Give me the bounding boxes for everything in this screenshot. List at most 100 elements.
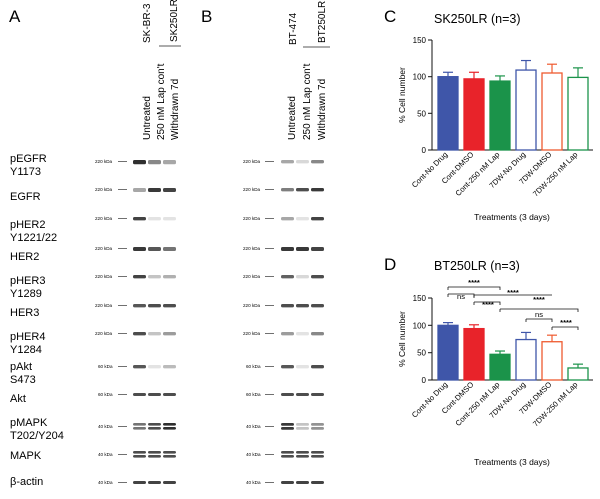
- bar: [567, 76, 589, 151]
- bracket: [473, 294, 552, 298]
- bar: [437, 76, 459, 151]
- protein-label: Akt: [10, 393, 26, 405]
- blot-band: [133, 304, 146, 308]
- blot-band: [133, 275, 146, 279]
- lane-label: Untreated: [142, 96, 153, 140]
- protein-label: MAPK: [10, 450, 42, 462]
- blot-band: [311, 393, 324, 396]
- blot-band: [133, 188, 146, 192]
- y-tick-label: 50: [417, 349, 426, 358]
- significance-label: ****: [507, 288, 519, 297]
- kda-label: 220 kDa: [243, 216, 261, 221]
- chart-sk250lr: SK250LR (n=3) 0 50 100 150 % Cell number…: [397, 12, 593, 222]
- protein-label: T202/Y204: [10, 430, 64, 442]
- blot-band: [133, 247, 146, 251]
- bracket: [551, 326, 579, 330]
- blot-band: [133, 365, 146, 369]
- blot-band: [133, 455, 146, 458]
- blot-band: [296, 451, 309, 454]
- blot-band: [148, 427, 161, 430]
- kda-label: 220 kDa: [243, 187, 261, 192]
- bar: [489, 353, 511, 381]
- blot-band: [311, 304, 324, 308]
- blot-band: [148, 247, 161, 251]
- blot-band: [296, 188, 309, 192]
- kda-markers-a: 220 kDa 220 kDa 220 kDa 220 kDa 220 kDa …: [95, 159, 127, 485]
- blot-band: [148, 481, 161, 484]
- y-tick-label: 0: [422, 146, 427, 155]
- significance-label: ****: [533, 295, 545, 304]
- kda-label: 40 kDa: [246, 480, 261, 485]
- blot-band: [163, 455, 176, 458]
- protein-label: EGFR: [10, 191, 41, 203]
- y-tick-label: 100: [413, 73, 427, 82]
- blot-band: [281, 247, 294, 251]
- blot-band: [163, 275, 176, 279]
- significance-label: ****: [560, 318, 572, 327]
- x-axis-label: Treatments (3 days): [474, 457, 550, 467]
- blot-band: [163, 393, 176, 396]
- bar: [541, 341, 563, 381]
- y-tick-label: 50: [417, 109, 426, 118]
- resistant-line-label: SK250LR: [169, 0, 180, 42]
- blot-band: [163, 427, 176, 430]
- blot-band: [163, 247, 176, 251]
- protein-label: pEGFR: [10, 153, 47, 165]
- western-blot-a: [133, 160, 176, 484]
- western-blot-b: [281, 160, 324, 484]
- blot-band: [296, 455, 309, 458]
- lane-label: Withdrawn 7d: [317, 79, 328, 140]
- panel-label-d: D: [384, 255, 396, 274]
- blot-band: [311, 423, 324, 426]
- blot-band: [163, 365, 176, 369]
- kda-label: 220 kDa: [95, 331, 113, 336]
- blot-band: [296, 365, 309, 369]
- blot-band: [281, 423, 294, 426]
- kda-label: 220 kDa: [95, 303, 113, 308]
- blot-band: [296, 217, 309, 221]
- significance-brackets: [447, 286, 579, 330]
- protein-label: Y1289: [10, 288, 42, 300]
- blot-band: [296, 160, 309, 164]
- blot-band: [281, 451, 294, 454]
- resistant-line-label: BT250LR: [317, 1, 328, 43]
- bar: [541, 72, 563, 151]
- y-tick-label: 150: [413, 294, 427, 303]
- bar: [437, 324, 459, 381]
- bracket: [499, 308, 579, 312]
- blot-band: [311, 427, 324, 430]
- significance-label: ****: [482, 300, 494, 309]
- bar: [489, 80, 511, 151]
- lane-label: Untreated: [287, 96, 298, 140]
- kda-label: 60 kDa: [98, 364, 113, 369]
- blot-band: [163, 160, 176, 165]
- protein-label: pHER3: [10, 275, 45, 287]
- bracket: [525, 318, 553, 322]
- blot-band: [148, 365, 161, 369]
- blot-band: [133, 451, 146, 454]
- y-tick-label: 0: [422, 376, 427, 385]
- blot-band: [311, 455, 324, 458]
- blot-band: [311, 160, 324, 164]
- blot-band: [163, 332, 176, 336]
- blot-band: [296, 423, 309, 426]
- lane-label: 250 nM Lap con't: [302, 63, 313, 140]
- kda-label: 220 kDa: [243, 303, 261, 308]
- blot-band: [296, 247, 309, 251]
- kda-label: 220 kDa: [243, 274, 261, 279]
- blot-band: [311, 275, 324, 279]
- blot-band: [133, 217, 146, 221]
- protein-label: pHER2: [10, 219, 45, 231]
- protein-labels: pEGFR Y1173 EGFR pHER2 Y1221/22 HER2 pHE…: [10, 153, 64, 488]
- kda-label: 60 kDa: [246, 392, 261, 397]
- kda-label: 220 kDa: [95, 187, 113, 192]
- bars: [437, 59, 589, 151]
- panel-label-b: B: [201, 7, 212, 26]
- blot-band: [281, 393, 294, 396]
- protein-label: Y1284: [10, 344, 42, 356]
- protein-label: HER3: [10, 307, 39, 319]
- y-axis-label: % Cell number: [397, 311, 407, 367]
- blot-b-headers: BT-474 BT250LR Untreated 250 nM Lap con'…: [287, 1, 330, 140]
- blot-band: [281, 275, 294, 279]
- category-label: 7DW-250 nM Lap: [531, 380, 579, 428]
